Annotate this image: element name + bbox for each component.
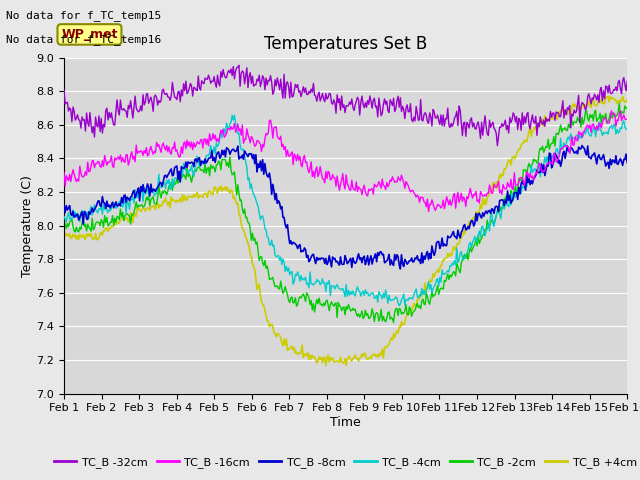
Text: No data for f_TC_temp16: No data for f_TC_temp16 [6,34,162,45]
Text: WP_met: WP_met [61,28,118,41]
Y-axis label: Temperature (C): Temperature (C) [20,175,34,276]
Title: Temperatures Set B: Temperatures Set B [264,35,428,53]
X-axis label: Time: Time [330,416,361,429]
Legend: TC_B -32cm, TC_B -16cm, TC_B -8cm, TC_B -4cm, TC_B -2cm, TC_B +4cm: TC_B -32cm, TC_B -16cm, TC_B -8cm, TC_B … [50,453,640,473]
Text: No data for f_TC_temp15: No data for f_TC_temp15 [6,10,162,21]
